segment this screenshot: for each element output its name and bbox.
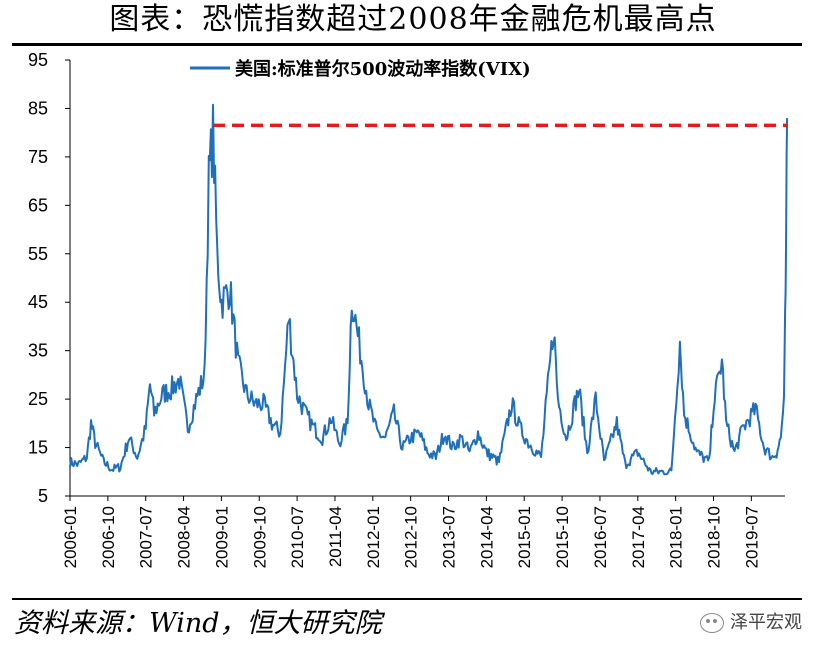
legend-label: 美国:标准普尔500波动率指数(VIX) xyxy=(235,58,531,80)
y-tick-label: 95 xyxy=(28,50,48,70)
x-tick-label: 2018-01 xyxy=(667,506,686,568)
y-tick-label: 15 xyxy=(28,438,48,458)
x-axis: 2006-01 2006-10 2007-07 2008-04 2009-01 2009-… xyxy=(61,495,785,568)
x-tick-label: 2015-10 xyxy=(553,506,572,568)
y-tick-label: 5 xyxy=(38,486,48,506)
x-tick-label: 2007-07 xyxy=(137,506,156,568)
x-tick-label: 2015-01 xyxy=(515,506,534,568)
watermark: 泽平宏观 xyxy=(700,608,802,638)
y-tick-label: 25 xyxy=(28,389,48,409)
x-tick-label: 2009-01 xyxy=(212,506,231,568)
y-tick-label: 45 xyxy=(28,292,48,312)
page-title: 图表：恐慌指数超过2008年金融危机最高点 xyxy=(109,2,717,37)
wechat-icon xyxy=(700,613,724,633)
y-tick-label: 75 xyxy=(28,147,48,167)
x-tick-label: 2012-10 xyxy=(402,506,421,568)
vix-series-line xyxy=(69,103,789,476)
x-tick-label: 2010-07 xyxy=(288,506,307,568)
y-tick-label: 85 xyxy=(28,98,48,118)
x-tick-label: 2018-10 xyxy=(705,506,724,568)
x-tick-label: 2006-10 xyxy=(99,506,118,568)
title-divider xyxy=(12,43,802,46)
x-tick-label: 2009-10 xyxy=(250,506,269,568)
y-tick-label: 65 xyxy=(28,195,48,215)
x-tick-label: 2011-04 xyxy=(326,506,345,567)
x-tick-label: 2014-04 xyxy=(477,506,496,568)
vix-line-chart: 5 15 25 35 45 55 65 75 85 95 2006-01 2006-10 2007-0… xyxy=(28,50,789,568)
series-group xyxy=(69,103,789,476)
x-tick-label: 2016-07 xyxy=(591,506,610,568)
footer-divider xyxy=(12,598,802,600)
x-tick-label: 2019-07 xyxy=(742,506,761,568)
y-tick-label: 55 xyxy=(28,244,48,264)
x-tick-label: 2017-04 xyxy=(629,506,648,568)
watermark-label: 泽平宏观 xyxy=(730,612,802,633)
x-tick-label: 2008-04 xyxy=(175,506,194,568)
y-tick-label: 35 xyxy=(28,341,48,361)
y-axis: 5 15 25 35 45 55 65 75 85 95 xyxy=(28,50,71,506)
x-tick-label: 2013-07 xyxy=(440,506,459,568)
x-tick-label: 2006-01 xyxy=(61,506,80,568)
source-note: 资料来源：Wind，恒大研究院 xyxy=(14,608,382,639)
x-tick-label: 2012-01 xyxy=(364,506,383,568)
legend: 美国:标准普尔500波动率指数(VIX) xyxy=(190,58,531,80)
